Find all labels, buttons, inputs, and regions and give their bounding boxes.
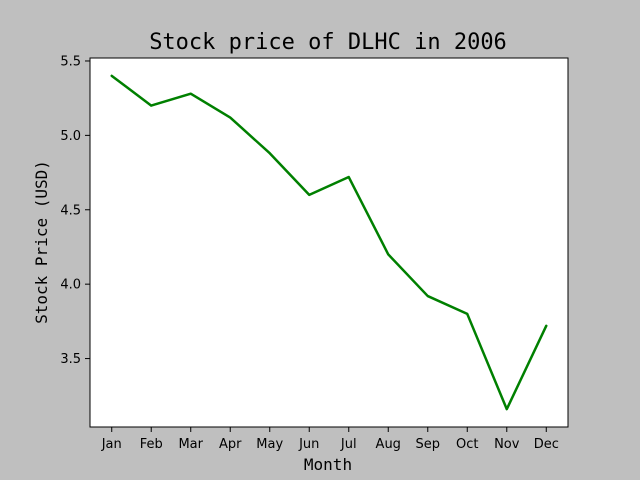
chart-title: Stock price of DLHC in 2006: [149, 30, 507, 55]
series-line: [110, 74, 548, 411]
plot-area: [89, 57, 569, 428]
x-tick-label: Mar: [178, 437, 203, 452]
x-tick-label: May: [256, 437, 283, 452]
y-tick-label: 5.5: [60, 54, 81, 69]
x-axis-ticks: Jan Feb Mar Apr May Jun Jul Aug Sep Oct Nov Dec: [101, 427, 559, 452]
y-axis-label: Stock Price (USD): [32, 160, 51, 324]
x-tick-label: Aug: [376, 437, 401, 452]
x-tick-label: Oct: [456, 437, 478, 452]
y-axis-ticks: 3.5 4.0 4.5 5.0 5.5: [60, 54, 90, 367]
x-tick-label: Jul: [340, 437, 357, 452]
y-tick-label: 5.0: [60, 129, 81, 144]
x-tick-label: Jan: [101, 437, 122, 452]
x-tick-label: Dec: [534, 437, 559, 452]
y-tick-label: 4.0: [60, 278, 81, 293]
series-layer: [110, 74, 548, 411]
x-tick-label: Feb: [140, 437, 163, 452]
x-tick-label: Sep: [416, 437, 441, 452]
x-axis-label: Month: [304, 455, 352, 474]
x-tick-label: Apr: [219, 437, 242, 452]
y-tick-label: 3.5: [60, 352, 81, 367]
x-tick-label: Nov: [494, 437, 520, 452]
y-tick-label: 4.5: [60, 203, 81, 218]
x-tick-label: Jun: [298, 437, 319, 452]
